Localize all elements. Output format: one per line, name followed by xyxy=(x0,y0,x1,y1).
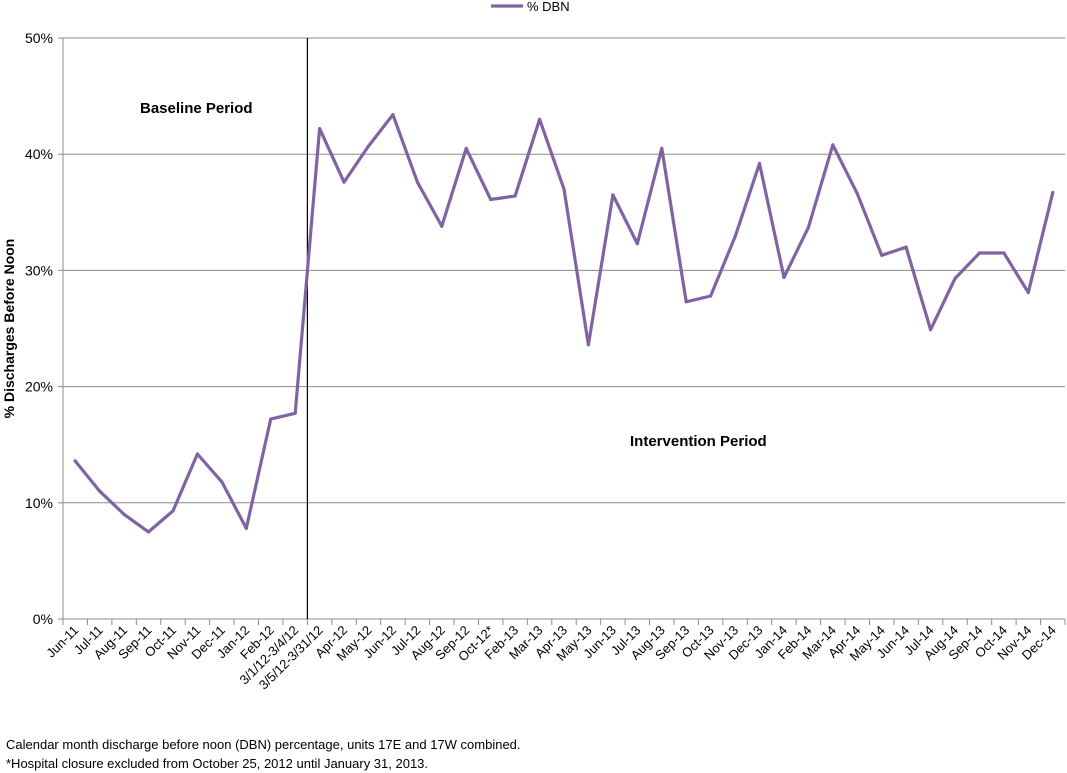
series-line xyxy=(73,113,1055,534)
data-point xyxy=(73,459,77,463)
y-tick-label: 0% xyxy=(33,611,53,627)
data-point xyxy=(513,194,517,198)
data-point xyxy=(586,343,591,347)
data-point xyxy=(806,225,810,230)
data-point xyxy=(611,193,615,197)
footnote-2: *Hospital closure excluded from October … xyxy=(6,756,429,771)
data-point xyxy=(562,187,566,191)
data-point xyxy=(977,251,982,255)
data-point xyxy=(440,224,444,228)
data-point xyxy=(709,294,713,298)
data-point xyxy=(1026,290,1030,295)
footnote-1: Calendar month discharge before noon (DB… xyxy=(6,737,521,752)
data-point xyxy=(220,480,224,484)
data-point xyxy=(415,180,419,184)
y-axis-title: % Discharges Before Noon xyxy=(1,239,17,419)
data-point xyxy=(122,512,126,517)
y-tick-label: 30% xyxy=(25,262,53,278)
data-point xyxy=(391,113,395,117)
data-point xyxy=(904,245,908,249)
data-point xyxy=(782,275,786,279)
data-point xyxy=(660,146,664,150)
data-point xyxy=(635,242,639,246)
data-point xyxy=(244,526,248,530)
data-point xyxy=(1051,190,1055,195)
data-point xyxy=(831,143,835,147)
data-point xyxy=(195,452,200,456)
data-point xyxy=(1002,251,1006,255)
data-point xyxy=(537,117,542,121)
y-tick-label: 20% xyxy=(25,379,53,395)
data-point xyxy=(757,161,762,166)
data-point xyxy=(366,144,371,148)
data-point xyxy=(928,328,933,332)
y-tick-label: 50% xyxy=(25,30,53,46)
data-point xyxy=(342,180,346,184)
data-point xyxy=(269,417,273,421)
data-point xyxy=(98,489,102,493)
data-point xyxy=(880,253,884,257)
data-point xyxy=(146,530,151,534)
intervention-period-label: Intervention Period xyxy=(630,433,767,450)
data-point xyxy=(318,127,322,131)
data-point xyxy=(855,192,859,196)
data-point xyxy=(464,146,468,150)
legend-label: % DBN xyxy=(527,0,570,14)
data-point xyxy=(684,300,688,304)
data-point xyxy=(293,411,297,415)
data-point xyxy=(953,276,957,281)
y-tick-label: 40% xyxy=(25,146,53,162)
data-point xyxy=(733,235,737,239)
data-point xyxy=(171,509,175,513)
y-tick-label: 10% xyxy=(25,495,53,511)
baseline-period-label: Baseline Period xyxy=(140,100,253,117)
data-point xyxy=(489,197,493,202)
